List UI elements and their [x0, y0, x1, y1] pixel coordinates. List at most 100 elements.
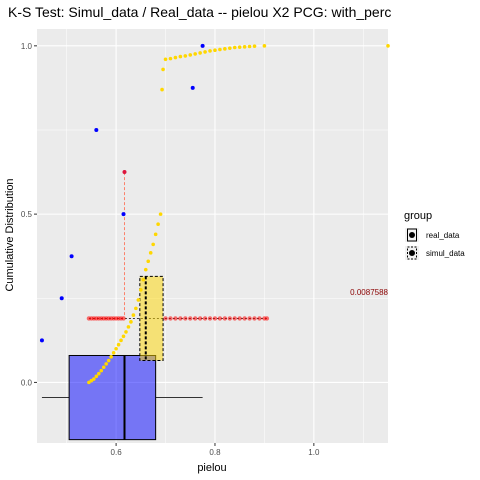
simul-ecdf-point: [203, 50, 207, 54]
simul-ecdf-point: [232, 45, 237, 50]
simul-ecdf-point: [198, 51, 202, 55]
ks-point: [227, 316, 233, 321]
simul-ecdf-point: [126, 325, 131, 329]
simul-ecdf-point: [188, 53, 193, 57]
ks-point: [178, 316, 183, 321]
simul-ecdf-point: [134, 306, 138, 311]
simul-ecdf-point: [106, 358, 111, 363]
simul-ecdf-point: [242, 45, 247, 49]
simul-ecdf-point: [151, 242, 155, 247]
real-ecdf-point: [190, 85, 195, 90]
boxplot-simul-box: [139, 275, 164, 362]
legend-key-real-box: [407, 228, 417, 242]
legend-title: group: [404, 210, 432, 222]
simul-ecdf-point: [121, 334, 126, 339]
simul-ecdf-point: [116, 342, 121, 347]
x-axis-label: pielou: [197, 462, 226, 474]
simul-ecdf-point: [146, 259, 151, 264]
simul-ecdf-point: [104, 362, 109, 366]
simul-ecdf-point: [136, 298, 141, 302]
simul-ecdf-point: [141, 277, 146, 282]
simul-ecdf-point: [92, 377, 96, 381]
legend: group real_data simul_data: [404, 210, 465, 260]
simul-ecdf-point: [247, 44, 252, 49]
simul-ecdf-point: [163, 57, 168, 62]
y-tick-label: 0.5: [21, 210, 33, 219]
y-tick-label: 0.0: [21, 378, 33, 387]
y-axis-label: Cumulative Distribution: [4, 178, 16, 291]
simul-ecdf-point: [153, 232, 158, 237]
simul-ecdf-point: [101, 365, 106, 370]
simul-ecdf-point: [148, 251, 153, 255]
simul-ecdf-point: [129, 320, 133, 324]
ks-point: [237, 316, 242, 321]
real-ecdf-point: [39, 338, 44, 343]
legend-key-simul-point: [409, 250, 415, 256]
ks-point: [121, 316, 126, 321]
simul-ecdf-point: [156, 222, 160, 227]
simul-ecdf-point: [208, 49, 212, 53]
boxplot-real-box: [68, 354, 157, 441]
simul-ecdf-point: [94, 374, 99, 379]
simul-ecdf-point: [218, 47, 222, 52]
x-tick-label: 1.0: [308, 448, 320, 457]
ks-point: [188, 316, 193, 321]
ks-point: [212, 316, 218, 321]
ks-statistic-label: 0.0087588: [350, 288, 388, 297]
x-tick-label: 0.6: [111, 448, 123, 457]
y-tick-label: 1.0: [21, 42, 33, 51]
ks-point: [197, 316, 203, 321]
ks-point: [192, 316, 198, 321]
simul-ecdf-point: [111, 350, 116, 355]
simul-ecdf-point: [160, 87, 164, 92]
simul-ecdf-point: [252, 44, 257, 48]
chart-title: K-S Test: Simul_data / Real_data -- piel…: [8, 4, 391, 20]
simul-ecdf-point: [131, 313, 136, 317]
simul-ecdf-point: [99, 368, 104, 373]
simul-ecdf-point: [143, 267, 148, 272]
ks-point: [183, 316, 188, 321]
simul-ecdf-point: [178, 54, 183, 59]
simul-ecdf-point: [237, 45, 242, 49]
axis-ticks: 0.6 0.8 1.0 0.0 0.5 1.0: [21, 42, 320, 457]
simul-ecdf-point: [262, 44, 267, 48]
simul-ecdf-point: [109, 355, 113, 359]
real-ecdf-point: [59, 296, 64, 301]
ks-point: [207, 316, 213, 321]
simul-ecdf-point: [386, 44, 390, 48]
simul-ecdf-point: [228, 46, 232, 50]
legend-label-simul: simul_data: [426, 249, 465, 258]
ks-point: [247, 316, 252, 321]
simul-ecdf-point: [183, 54, 188, 58]
real-ecdf-point: [69, 254, 74, 259]
ks-point: [257, 316, 262, 321]
simul-ecdf-point: [158, 212, 163, 216]
ks-point: [264, 316, 270, 321]
chart-marks: [39, 43, 390, 441]
simul-ecdf-point: [96, 371, 101, 376]
legend-key-real-point: [409, 232, 415, 238]
ks-max-point: [122, 170, 127, 175]
legend-key-simul-box: [407, 246, 417, 260]
simul-ecdf-point: [124, 330, 128, 334]
real-ecdf-point: [94, 127, 99, 132]
x-tick-label: 0.8: [209, 448, 221, 457]
ks-point: [242, 316, 247, 321]
ks-point: [217, 316, 223, 321]
ks-point: [173, 316, 178, 321]
ks-point: [163, 316, 168, 321]
real-ecdf-point: [200, 43, 205, 48]
simul-ecdf-point: [213, 48, 217, 53]
simul-ecdf-point: [119, 338, 123, 343]
ks-point: [222, 316, 228, 321]
real-ecdf-point: [121, 212, 126, 217]
ks-point: [252, 316, 257, 321]
ks-point: [232, 316, 237, 321]
simul-ecdf-point: [223, 47, 227, 51]
simul-ecdf-point: [139, 288, 143, 292]
ks-point: [202, 316, 208, 321]
simul-ecdf-point: [114, 346, 118, 351]
legend-label-real: real_data: [426, 231, 460, 240]
ks-point: [168, 316, 173, 321]
